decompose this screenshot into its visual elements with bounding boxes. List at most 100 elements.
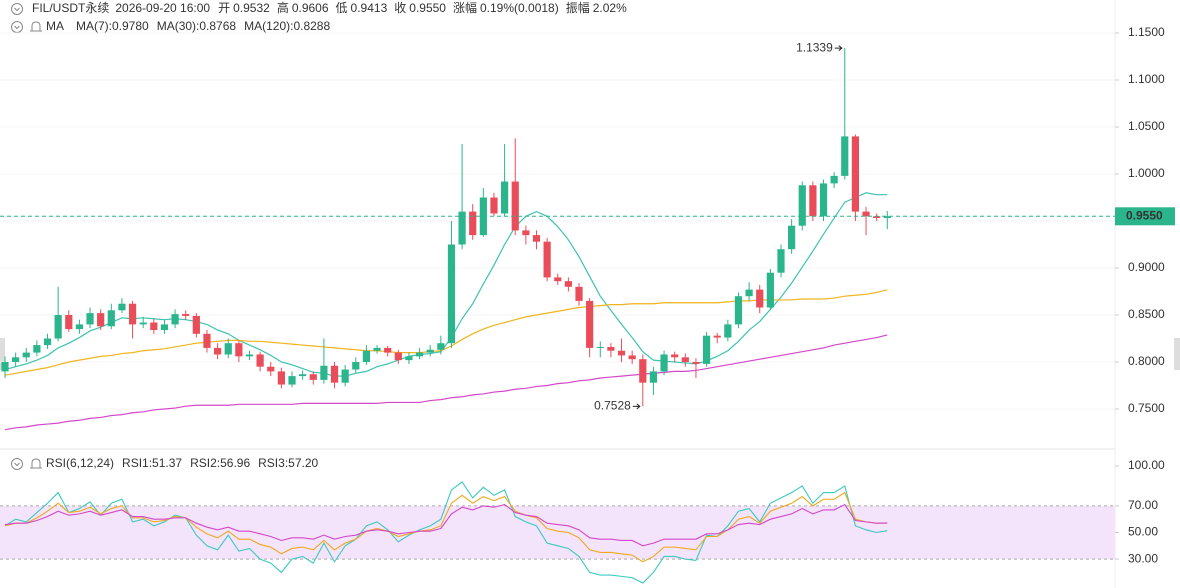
field-label: 高: [277, 0, 289, 15]
candle-body: [501, 181, 509, 214]
legend-entry: RSI3:57.20: [258, 456, 318, 470]
candle-body: [384, 347, 392, 353]
y-tick-label: 1.0500: [1128, 119, 1165, 133]
annotation-arrow: [632, 403, 641, 410]
candle-body: [54, 315, 62, 339]
field-label: 收: [394, 1, 406, 15]
field-value: 0.9550: [409, 1, 446, 15]
candle-body: [554, 277, 562, 282]
candle-body: [235, 343, 243, 357]
y-tick-label: 1.1500: [1128, 25, 1165, 39]
field-value: 0.9606: [292, 1, 329, 15]
candle-body: [203, 333, 211, 348]
candle-body: [788, 225, 796, 250]
candle-body: [182, 314, 190, 316]
legend-entry: RSI1:51.37: [122, 456, 182, 470]
rsi-line: [4, 503, 888, 547]
candle-body: [128, 303, 137, 325]
candle-body: [469, 211, 477, 236]
candle-body: [766, 272, 774, 308]
candle-body: [373, 347, 381, 351]
ma-line: [4, 334, 888, 431]
candle-body: [415, 352, 424, 357]
annotation-arrow: [834, 45, 843, 52]
collapse-icon[interactable]: [11, 458, 23, 470]
candle-body: [288, 376, 296, 385]
field-label: 涨幅: [453, 0, 477, 15]
rsi-line: [4, 491, 888, 563]
candle-body: [224, 343, 232, 355]
candle-body: [256, 354, 264, 367]
candle-body: [532, 235, 541, 242]
legend-entry: MA(120):0.8288: [244, 19, 330, 33]
scroll-right[interactable]: [1174, 338, 1180, 370]
y-tick-label: 0.7500: [1128, 401, 1165, 415]
scroll-left[interactable]: [0, 338, 5, 370]
candle-body: [819, 183, 828, 217]
candle-body: [352, 362, 360, 370]
field-label: 低: [336, 1, 348, 15]
candle-body: [65, 315, 73, 330]
symbol: FIL/USDT永续: [32, 1, 109, 15]
candle-body: [341, 369, 349, 383]
candle-body: [745, 289, 753, 297]
candle-body: [777, 249, 785, 273]
candle-body: [607, 346, 615, 351]
indicator-name: MA: [46, 19, 64, 33]
candle-body: [586, 300, 594, 348]
candle-body: [522, 230, 530, 236]
candle-body: [617, 350, 626, 356]
candle-body: [299, 374, 307, 377]
candle-body: [511, 181, 519, 231]
candle-body: [22, 352, 30, 358]
collapse-icon[interactable]: [11, 3, 23, 15]
legend-entry: MA(30):0.8768: [157, 19, 237, 33]
candle-body: [639, 359, 647, 383]
candle-body: [330, 365, 339, 383]
field-value: 0.9532: [233, 1, 270, 15]
candle-body: [809, 185, 817, 217]
candle-body: [171, 314, 179, 325]
candle-body: [692, 362, 700, 364]
y-tick-label: 1.1000: [1128, 72, 1165, 86]
candle-body: [798, 185, 806, 226]
ma-line: [4, 192, 888, 377]
legend-entry: RSI2:56.96: [190, 456, 250, 470]
candle-body: [756, 289, 764, 308]
extreme-annotation: 1.1339: [796, 40, 833, 54]
y-tick-label: 30.00: [1128, 551, 1158, 565]
candle-body: [883, 216, 891, 218]
candle-body: [97, 313, 105, 327]
candle-body: [86, 313, 94, 325]
candle-body: [660, 354, 668, 372]
last-price-label: 0.9550: [1126, 208, 1163, 222]
candle-body: [724, 324, 732, 338]
candle-body: [405, 356, 413, 361]
alert-icon[interactable]: [30, 458, 42, 469]
field-value: 2.02%: [593, 1, 627, 15]
time: 2026-09-20 16:00: [115, 1, 210, 15]
candle-body: [734, 296, 743, 325]
candle-body: [150, 322, 158, 331]
candle-body: [671, 354, 679, 358]
y-tick-label: 0.8000: [1128, 354, 1165, 368]
candle-body: [490, 197, 498, 214]
candle-body: [107, 310, 115, 327]
candle-body: [118, 303, 126, 311]
candle-body: [596, 346, 604, 348]
indicator-name: RSI(6,12,24): [46, 456, 114, 470]
y-tick-label: 100.00: [1128, 458, 1165, 472]
candle-body: [214, 347, 222, 355]
candle-body: [267, 366, 275, 372]
candle-body: [362, 350, 371, 362]
alert-icon[interactable]: [30, 21, 42, 32]
candle-body: [564, 281, 572, 287]
candle-body: [681, 357, 689, 362]
candle-body: [628, 355, 636, 360]
candle-body: [458, 211, 466, 245]
y-tick-label: 0.8500: [1128, 307, 1165, 321]
candle-body: [33, 345, 41, 353]
rsi-line: [4, 481, 888, 584]
